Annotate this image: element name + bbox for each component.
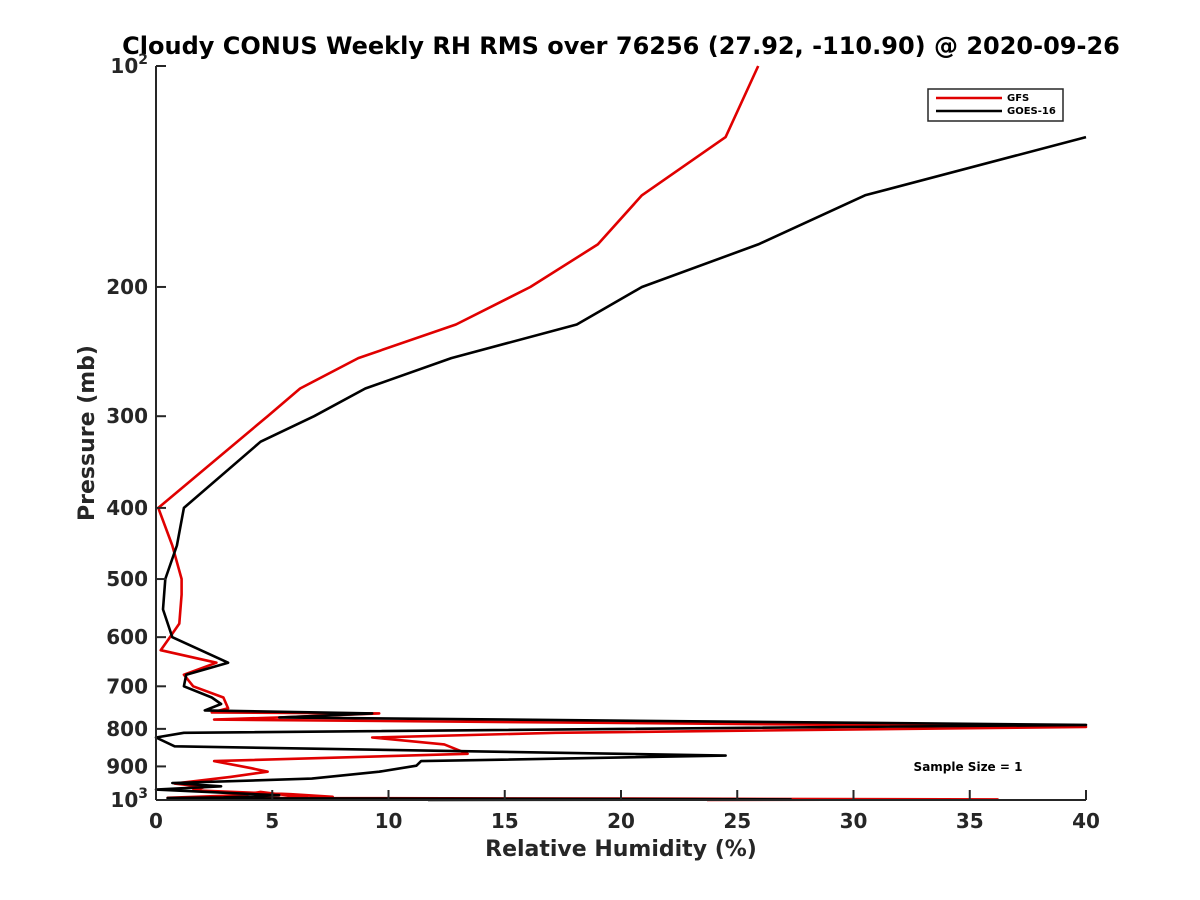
x-tick-label: 20 bbox=[607, 809, 635, 833]
series-layer bbox=[154, 65, 1088, 802]
y-tick-label: 500 bbox=[106, 567, 148, 591]
axes-layer bbox=[155, 65, 1087, 801]
y-tick-label: 200 bbox=[106, 275, 148, 299]
y-tick-exponent: 2 bbox=[138, 52, 148, 68]
series-line-goes16 bbox=[154, 135, 1088, 802]
y-axis-label: Pressure (mb) bbox=[75, 345, 100, 521]
chart-title: Cloudy CONUS Weekly RH RMS over 76256 (2… bbox=[122, 32, 1120, 60]
y-tick-label: 900 bbox=[106, 754, 148, 778]
x-tick-label: 30 bbox=[840, 809, 868, 833]
x-axis-label: Relative Humidity (%) bbox=[485, 837, 757, 862]
sample-size-annotation: Sample Size = 1 bbox=[914, 760, 1023, 774]
y-tick-label: 103 bbox=[110, 786, 148, 812]
plot-area bbox=[156, 66, 1086, 800]
y-tick-label: 300 bbox=[106, 404, 148, 428]
x-tick-label: 0 bbox=[149, 809, 163, 833]
x-tick-label: 35 bbox=[956, 809, 984, 833]
legend-box bbox=[927, 88, 1064, 122]
x-tick-labels: 0 5 10 15 20 25 30 35 40 bbox=[149, 809, 1100, 833]
y-tick-label: 600 bbox=[106, 625, 148, 649]
legend-label-gfs: GFS bbox=[1007, 93, 1029, 104]
y-tick-label: 400 bbox=[106, 496, 148, 520]
x-tick-label: 5 bbox=[265, 809, 279, 833]
x-tick-label: 10 bbox=[375, 809, 403, 833]
x-tick-label: 40 bbox=[1072, 809, 1100, 833]
y-tick-base: 10 bbox=[110, 788, 138, 812]
legend: GFS GOES-16 bbox=[927, 88, 1064, 122]
y-tick-label: 800 bbox=[106, 717, 148, 741]
x-tick-label: 15 bbox=[491, 809, 519, 833]
y-tick-label: 102 bbox=[110, 52, 148, 78]
x-tick-label: 25 bbox=[723, 809, 751, 833]
y-tick-base: 10 bbox=[110, 54, 138, 78]
legend-label-goes16: GOES-16 bbox=[1007, 106, 1056, 117]
y-tick-label: 700 bbox=[106, 674, 148, 698]
y-tick-exponent: 3 bbox=[138, 786, 148, 802]
